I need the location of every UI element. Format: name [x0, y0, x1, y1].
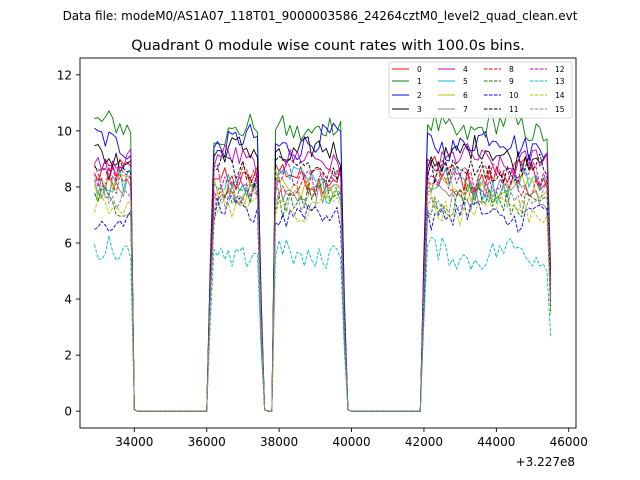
x-tick-label: 34000: [115, 435, 153, 449]
legend-label-3: 3: [417, 105, 422, 114]
legend-label-8: 8: [509, 65, 514, 74]
y-tick-label: 2: [64, 349, 72, 363]
x-axis: 34000 36000 38000 40000 42000 44000 46000: [115, 428, 588, 449]
series-line-11: [94, 153, 552, 412]
legend-label-4: 4: [463, 65, 468, 74]
legend-label-11: 11: [509, 105, 519, 114]
x-tick-label: 46000: [550, 435, 588, 449]
legend-label-1: 1: [417, 77, 422, 86]
x-tick-label: 38000: [260, 435, 298, 449]
legend-label-2: 2: [417, 91, 422, 100]
series-line-15: [94, 178, 552, 412]
y-tick-label: 6: [64, 237, 72, 251]
legend-label-7: 7: [463, 105, 468, 114]
legend-label-0: 0: [417, 65, 422, 74]
legend-label-6: 6: [463, 91, 468, 100]
x-tick-label: 36000: [188, 435, 226, 449]
y-tick-label: 0: [64, 405, 72, 419]
x-tick-label: 44000: [477, 435, 515, 449]
x-offset-label: +3.227e8: [516, 455, 575, 469]
series-line-14: [94, 193, 552, 412]
x-tick-label: 42000: [405, 435, 443, 449]
y-tick-label: 8: [64, 180, 72, 194]
y-axis: 0 2 4 6 8 10 12: [57, 68, 80, 419]
y-tick-label: 12: [57, 68, 72, 82]
y-tick-label: 10: [57, 124, 72, 138]
legend-label-13: 13: [555, 77, 565, 86]
chart-suptitle: Data file: modeM0/AS1A07_118T01_90000035…: [63, 9, 578, 23]
legend-label-9: 9: [509, 77, 514, 86]
series-layer: [94, 110, 552, 412]
x-tick-label: 40000: [332, 435, 370, 449]
series-line-13: [94, 235, 552, 412]
legend-box: [388, 61, 573, 119]
legend-label-15: 15: [555, 105, 565, 114]
legend-label-12: 12: [555, 65, 565, 74]
chart-title: Quadrant 0 module wise count rates with …: [131, 38, 525, 54]
y-tick-label: 4: [64, 293, 72, 307]
legend-label-5: 5: [463, 77, 468, 86]
legend-label-14: 14: [555, 91, 565, 100]
legend-label-10: 10: [509, 91, 519, 100]
